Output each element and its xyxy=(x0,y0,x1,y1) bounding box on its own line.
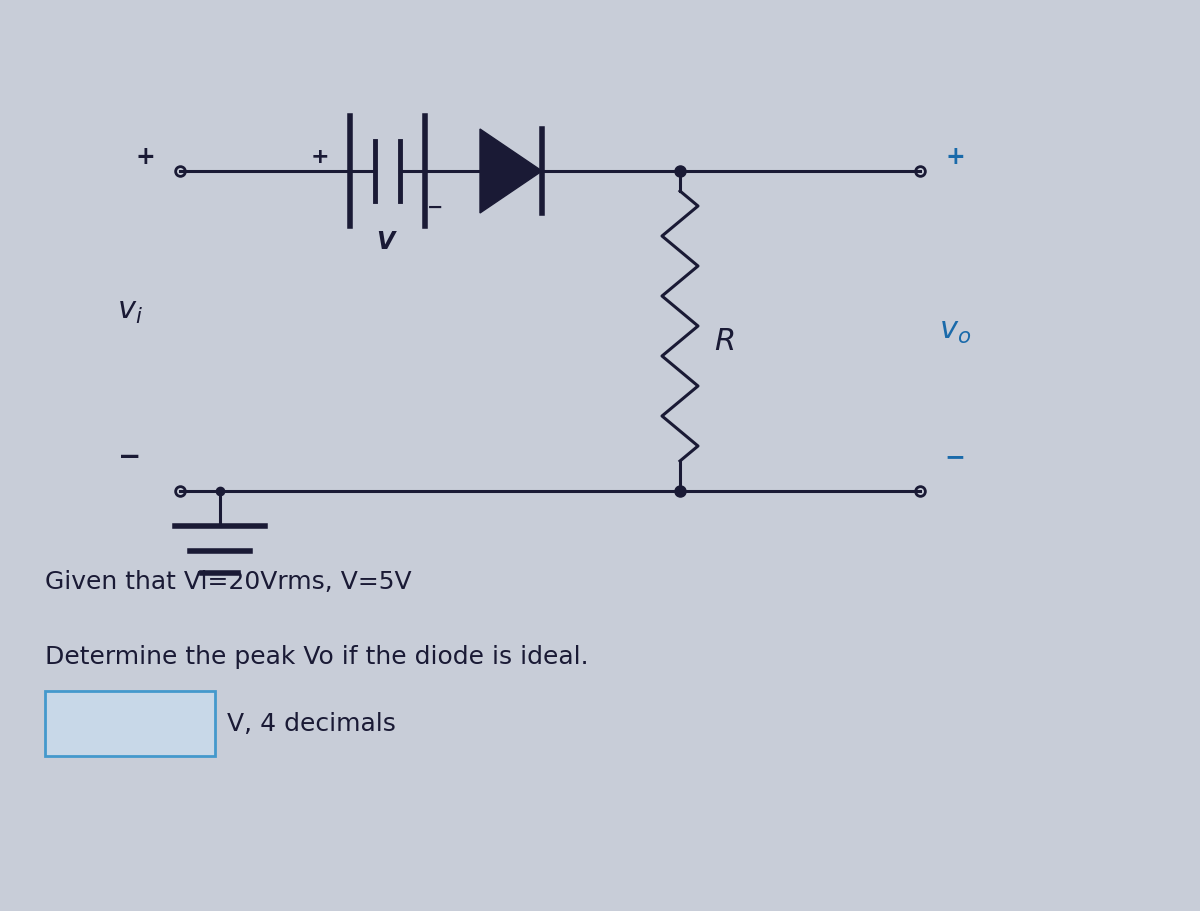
Text: −: − xyxy=(119,443,142,470)
Text: +: + xyxy=(311,147,329,167)
Bar xyxy=(46,691,215,756)
Text: V: V xyxy=(376,230,394,254)
Text: $\mathit{v_o}$: $\mathit{v_o}$ xyxy=(938,317,971,346)
Text: +: + xyxy=(136,145,155,169)
Text: Determine the peak Vo if the diode is ideal.: Determine the peak Vo if the diode is id… xyxy=(46,644,589,669)
Text: V, 4 decimals: V, 4 decimals xyxy=(227,711,396,736)
Text: $\mathit{v_i}$: $\mathit{v_i}$ xyxy=(118,297,143,326)
Text: +: + xyxy=(946,145,965,169)
Text: Given that Vi=20Vrms, V=5V: Given that Vi=20Vrms, V=5V xyxy=(46,569,412,593)
Text: R: R xyxy=(714,327,736,356)
Text: −: − xyxy=(944,445,966,468)
Text: −: − xyxy=(427,198,443,216)
Polygon shape xyxy=(480,130,542,214)
